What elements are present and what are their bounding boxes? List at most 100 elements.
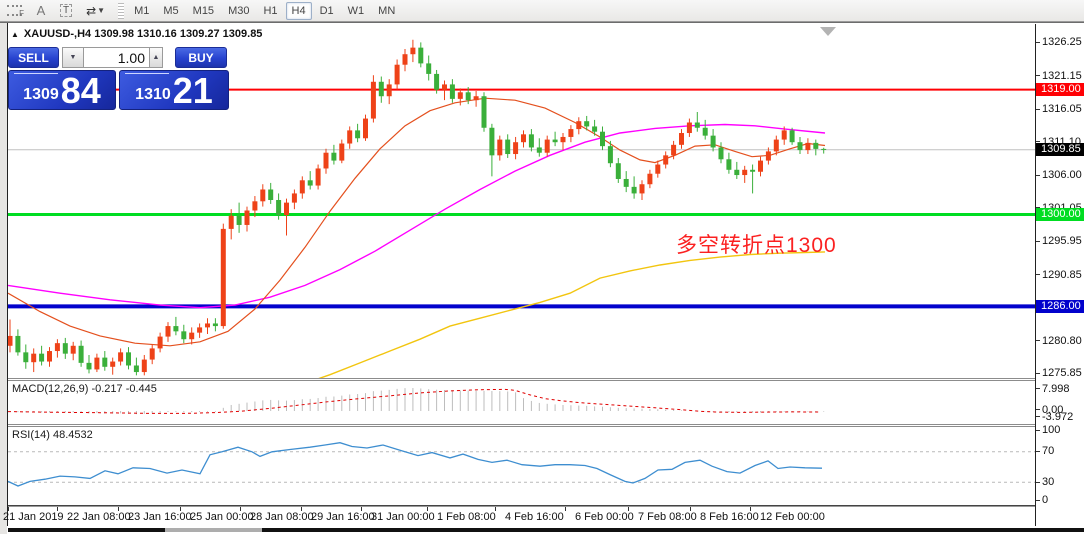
- price-tick-mark: [1036, 41, 1040, 43]
- macd-label: MACD(12,26,9) -0.217 -0.445: [12, 383, 157, 395]
- time-tick-mark: [301, 507, 302, 511]
- rsi-axis-label: 0: [1042, 494, 1049, 506]
- time-axis-label: 1 Feb 08:00: [437, 511, 496, 523]
- price-tick-label: 1321.15: [1042, 69, 1082, 82]
- horizontal-level-lines: [8, 88, 1035, 309]
- timeframe-button-mn[interactable]: MN: [378, 4, 396, 17]
- timeframe-button-m1[interactable]: M1: [134, 4, 150, 17]
- text-tool-button[interactable]: A: [30, 2, 52, 20]
- time-axis-label: 12 Feb 00:00: [760, 511, 825, 523]
- macd-axis-label: 7.998: [1042, 383, 1070, 395]
- time-tick-mark: [180, 507, 181, 511]
- price-tick-mark: [1036, 240, 1040, 242]
- sell-price-small: 1309: [23, 86, 59, 103]
- one-click-panel-toggle-icon[interactable]: ▲: [11, 29, 19, 39]
- window-left-margin: [0, 23, 7, 534]
- border-gray-segment: [165, 528, 262, 532]
- time-axis-label: 23 Jan 16:00: [128, 511, 192, 523]
- rsi-tick-mark: [1036, 430, 1040, 431]
- toolbar: F A T ⇄ ▼ M1 M5 M15 M30 H1 H4 D1 W1 MN: [0, 0, 1084, 22]
- price-axis[interactable]: 1326.251321.151316.051311.101306.001301.…: [1036, 24, 1084, 526]
- timeframe-button-d1[interactable]: D1: [319, 4, 334, 17]
- pane-separator[interactable]: [8, 378, 1084, 381]
- price-tick-mark: [1036, 340, 1040, 342]
- symbol-ohlc-header: ▲ XAUUSD-,H4 1309.98 1310.16 1309.27 130…: [11, 28, 262, 40]
- macd-axis-label: 0.00: [1042, 404, 1064, 416]
- time-tick-mark: [8, 507, 9, 511]
- timeframe-button-group: M1 M5 M15 M30 H1 H4 D1 W1 MN: [127, 1, 402, 20]
- fibonacci-tool-button[interactable]: F: [1, 2, 28, 20]
- lot-size-control: ▼ ▲: [62, 47, 163, 68]
- time-tick-mark: [118, 507, 119, 511]
- price-badge-1286.00: 1286.00: [1036, 299, 1084, 313]
- time-tick-mark: [750, 507, 751, 511]
- lot-size-input[interactable]: [84, 47, 150, 68]
- time-axis-label: 7 Feb 08:00: [638, 511, 697, 523]
- time-axis-label: 25 Jan 00:00: [190, 511, 254, 523]
- pane-separator[interactable]: [8, 424, 1084, 427]
- rsi-tick-mark: [1036, 500, 1040, 501]
- price-badge-1319.00: 1319.00: [1036, 83, 1084, 97]
- time-tick-mark: [361, 507, 362, 511]
- timeframe-button-h4[interactable]: H4: [285, 1, 312, 20]
- timeframe-button-m5[interactable]: M5: [163, 4, 179, 17]
- buy-button[interactable]: BUY: [175, 47, 227, 68]
- buy-underline: [125, 73, 169, 74]
- ma-slow-yellow-line: [318, 251, 826, 378]
- macd-indicator-pane[interactable]: [8, 381, 1035, 424]
- candlestick-series: [8, 39, 827, 376]
- text-label-tool-button[interactable]: T: [54, 2, 78, 20]
- rsi-tick-mark: [1036, 482, 1040, 483]
- text-icon: A: [36, 3, 46, 18]
- time-tick-mark: [57, 507, 58, 511]
- chart-shift-marker-icon[interactable]: [820, 27, 836, 36]
- time-axis[interactable]: 21 Jan 2019 22 Jan 08:00 23 Jan 16:00 25 Ja…: [3, 507, 1035, 526]
- arrows-dropdown-icon[interactable]: ▼: [97, 6, 106, 15]
- time-axis-label: 22 Jan 08:00: [67, 511, 131, 523]
- time-axis-label: 21 Jan 2019: [3, 511, 64, 523]
- price-tick-mark: [1036, 108, 1040, 110]
- timeframe-button-m15[interactable]: M15: [192, 4, 215, 17]
- price-tick-label: 1290.85: [1042, 268, 1082, 281]
- time-tick-mark: [495, 507, 496, 511]
- price-tick-label: 1306.00: [1042, 169, 1082, 182]
- price-badge-1309.85: 1309.85: [1036, 143, 1084, 157]
- price-tick-label: 1280.80: [1042, 334, 1082, 347]
- price-axis-line: [1035, 24, 1036, 526]
- toolbar-grip: [118, 2, 125, 19]
- rsi-axis-label: 30: [1042, 476, 1055, 488]
- macd-signal-line: [8, 388, 822, 414]
- sell-price-big: 84: [60, 69, 101, 111]
- time-tick-mark: [628, 507, 629, 511]
- macd-tick-mark: [1036, 409, 1040, 410]
- rsi-axis-label: 70: [1042, 445, 1055, 457]
- main-price-chart[interactable]: [8, 24, 1035, 378]
- rsi-tick-mark: [1036, 451, 1040, 452]
- chart-text-annotation[interactable]: 多空转折点1300: [676, 234, 837, 257]
- timeframe-button-w1[interactable]: W1: [347, 4, 365, 17]
- time-axis-separator: [8, 505, 1084, 507]
- arrows-icon: ⇄: [86, 3, 96, 18]
- arrows-tool-button[interactable]: ⇄ ▼: [80, 2, 111, 20]
- price-tick-mark: [1036, 207, 1040, 209]
- macd-tick-mark: [1036, 416, 1040, 417]
- macd-axis-label: -3.972: [1042, 411, 1074, 423]
- rsi-axis-label: 100: [1042, 424, 1061, 436]
- lot-decrease-button[interactable]: ▼: [62, 47, 84, 68]
- text-label-icon: T: [60, 4, 73, 17]
- price-tick-mark: [1036, 274, 1040, 276]
- time-tick-mark: [427, 507, 428, 511]
- price-tick-label: 1275.85: [1042, 367, 1082, 380]
- buy-price-box[interactable]: 1310 21: [119, 70, 229, 110]
- fibonacci-icon: F: [7, 5, 24, 18]
- rsi-indicator-pane[interactable]: [8, 427, 1035, 505]
- sell-button[interactable]: SELL: [8, 47, 59, 68]
- timeframe-button-h1[interactable]: H1: [263, 4, 278, 17]
- sell-price-box[interactable]: 1309 84: [8, 70, 116, 110]
- lot-increase-button[interactable]: ▲: [150, 47, 163, 68]
- price-tick-mark: [1036, 174, 1040, 176]
- price-tick-mark: [1036, 141, 1040, 143]
- time-axis-label: 29 Jan 16:00: [311, 511, 375, 523]
- symbol-ohlc-text: XAUUSD-,H4 1309.98 1310.16 1309.27 1309.…: [23, 28, 263, 40]
- timeframe-button-m30[interactable]: M30: [228, 4, 250, 17]
